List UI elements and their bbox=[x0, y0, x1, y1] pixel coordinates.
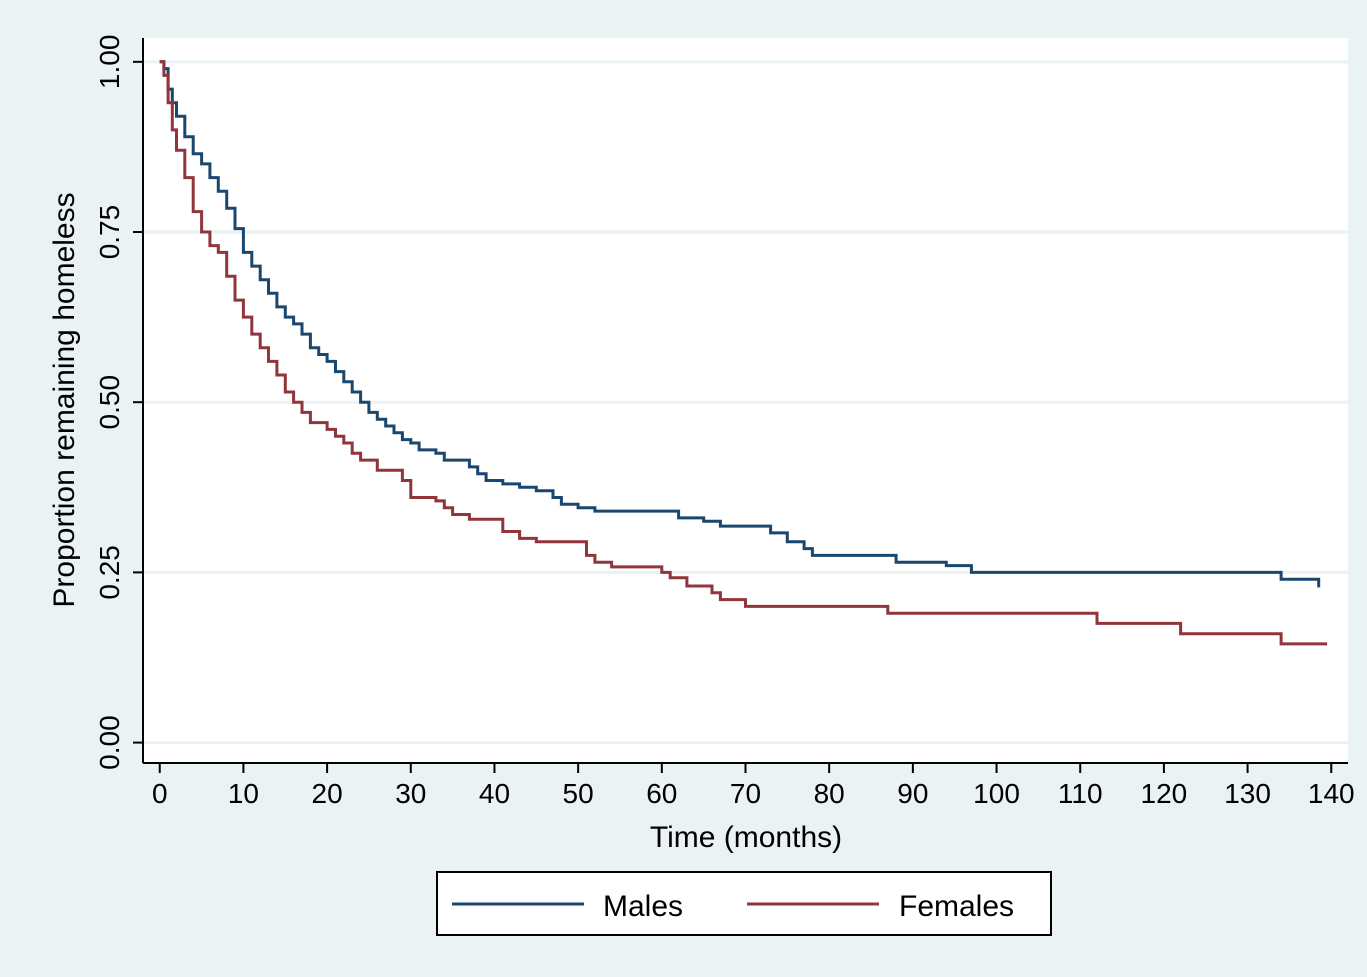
x-tick-label: 70 bbox=[730, 778, 761, 809]
series-line-females bbox=[159, 60, 1328, 646]
y-axis-ticks: 0.00 0.25 0.50 0.75 1.00 bbox=[94, 35, 143, 770]
x-axis-title: Time (months) bbox=[650, 821, 842, 854]
legend-label-males: Males bbox=[603, 890, 683, 923]
x-tick-label: 30 bbox=[395, 778, 426, 809]
x-tick-label: 40 bbox=[479, 778, 510, 809]
legend: Males Females bbox=[436, 871, 1052, 936]
x-tick-label: 100 bbox=[973, 778, 1020, 809]
x-tick-label: 120 bbox=[1141, 778, 1188, 809]
x-tick-label: 20 bbox=[312, 778, 343, 809]
y-tick-label: 0.50 bbox=[94, 375, 125, 430]
x-tick-label: 90 bbox=[897, 778, 928, 809]
y-axis-title: Proportion remaining homeless bbox=[48, 192, 81, 607]
y-tick-label: 1.00 bbox=[94, 35, 125, 90]
series-lines bbox=[159, 60, 1328, 646]
x-tick-label: 140 bbox=[1308, 778, 1355, 809]
plot-area bbox=[143, 38, 1348, 763]
y-tick-label: 0.25 bbox=[94, 545, 125, 600]
x-tick-label: 130 bbox=[1224, 778, 1271, 809]
x-tick-label: 50 bbox=[563, 778, 594, 809]
x-tick-label: 0 bbox=[152, 778, 168, 809]
x-tick-label: 10 bbox=[228, 778, 259, 809]
y-tick-label: 0.75 bbox=[94, 205, 125, 260]
x-axis-ticks: 0 10 20 30 40 50 60 70 80 90 100 110 120 130 140 bbox=[152, 763, 1355, 809]
series-line-males bbox=[159, 60, 1321, 588]
x-tick-label: 110 bbox=[1058, 778, 1103, 809]
gridlines bbox=[143, 60, 1348, 745]
x-tick-label: 60 bbox=[646, 778, 677, 809]
legend-label-females: Females bbox=[899, 890, 1014, 923]
x-tick-label: 80 bbox=[814, 778, 845, 809]
y-tick-label: 0.00 bbox=[94, 715, 125, 770]
